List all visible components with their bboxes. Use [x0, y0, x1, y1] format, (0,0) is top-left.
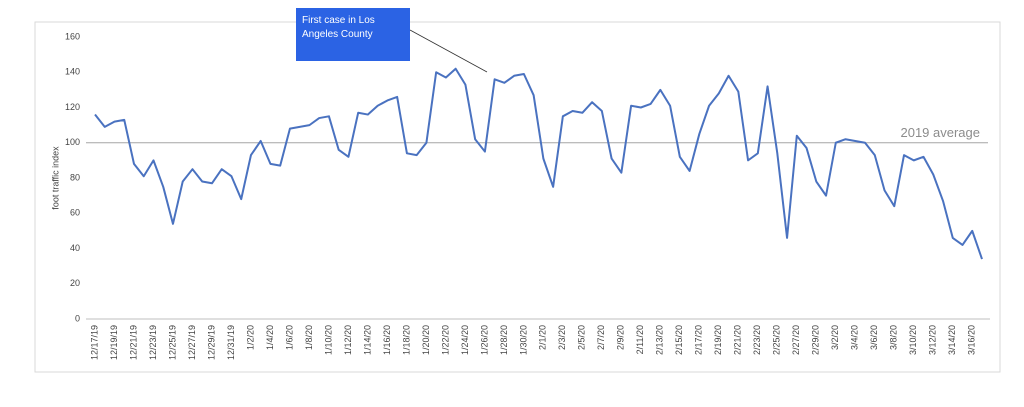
x-tick-label: 2/1/20 [538, 325, 548, 350]
x-tick-label: 12/23/19 [148, 325, 158, 360]
series-line [94, 67, 983, 260]
x-tick-label: 3/10/20 [908, 325, 918, 355]
x-tick-label: 1/4/20 [265, 325, 275, 350]
x-tick-label: 1/8/20 [304, 325, 314, 350]
x-tick-label: 1/20/20 [421, 325, 431, 355]
x-tick-label: 1/30/20 [518, 325, 528, 355]
x-tick-label: 12/21/19 [128, 325, 138, 360]
x-tick-label: 2/9/20 [616, 325, 626, 350]
x-tick-label: 2/21/20 [733, 325, 743, 355]
y-axis-label: foot traffic index [50, 146, 60, 210]
annotation-text: First case in Los Angeles County [302, 15, 375, 40]
x-tick-label: 2/15/20 [674, 325, 684, 355]
x-tick-label: 2/3/20 [557, 325, 567, 350]
y-tick-label: 140 [65, 67, 80, 77]
y-tick-label: 100 [65, 137, 80, 147]
x-tick-label: 12/31/19 [226, 325, 236, 360]
x-tick-label: 2/11/20 [635, 325, 645, 354]
x-tick-label: 2/25/20 [772, 325, 782, 355]
reference-label: 2019 average [900, 125, 980, 140]
x-tick-label: 2/5/20 [577, 325, 587, 350]
x-tick-label: 1/28/20 [499, 325, 509, 355]
x-tick-label: 12/17/19 [89, 325, 99, 360]
x-tick-label: 2/13/20 [655, 325, 665, 355]
x-tick-label: 2/7/20 [596, 325, 606, 350]
y-tick-label: 40 [70, 243, 80, 253]
y-tick-label: 160 [65, 31, 80, 41]
x-tick-label: 12/25/19 [167, 325, 177, 360]
x-tick-label: 3/6/20 [869, 325, 879, 350]
x-tick-label: 1/12/20 [343, 325, 353, 355]
x-tick-label: 3/16/20 [967, 325, 977, 355]
x-tick-label: 2/19/20 [713, 325, 723, 355]
x-tick-label: 1/2/20 [245, 325, 255, 350]
x-tick-label: 12/19/19 [109, 325, 119, 360]
x-tick-label: 2/23/20 [752, 325, 762, 355]
y-tick-label: 0 [75, 313, 80, 323]
x-tick-label: 2/29/20 [811, 325, 821, 355]
x-tick-label: 2/27/20 [791, 325, 801, 355]
y-tick-label: 80 [70, 172, 80, 182]
annotation-pointer [409, 29, 488, 73]
x-tick-label: 2/17/20 [694, 325, 704, 355]
annotation-box [296, 8, 410, 61]
x-tick-label: 12/29/19 [206, 325, 216, 360]
y-tick-label: 120 [65, 102, 80, 112]
y-tick-label: 60 [70, 208, 80, 218]
x-tick-label: 3/4/20 [850, 325, 860, 350]
x-tick-label: 1/22/20 [440, 325, 450, 355]
x-tick-label: 1/6/20 [284, 325, 294, 350]
x-tick-label: 1/10/20 [323, 325, 333, 355]
x-tick-label: 1/26/20 [479, 325, 489, 355]
annotation-wrap: First case in Los Angeles County [302, 15, 375, 40]
x-tick-label: 3/14/20 [947, 325, 957, 355]
x-tick-label: 1/14/20 [362, 325, 372, 355]
x-tick-label: 1/18/20 [401, 325, 411, 355]
x-tick-label: 3/8/20 [889, 325, 899, 350]
x-tick-label: 3/2/20 [830, 325, 840, 350]
x-tick-label: 3/12/20 [928, 325, 938, 355]
x-tick-label: 1/16/20 [382, 325, 392, 355]
chart-frame [34, 21, 1001, 373]
x-tick-label: 1/24/20 [460, 325, 470, 355]
y-tick-label: 20 [70, 278, 80, 288]
x-tick-label: 12/27/19 [187, 325, 197, 360]
